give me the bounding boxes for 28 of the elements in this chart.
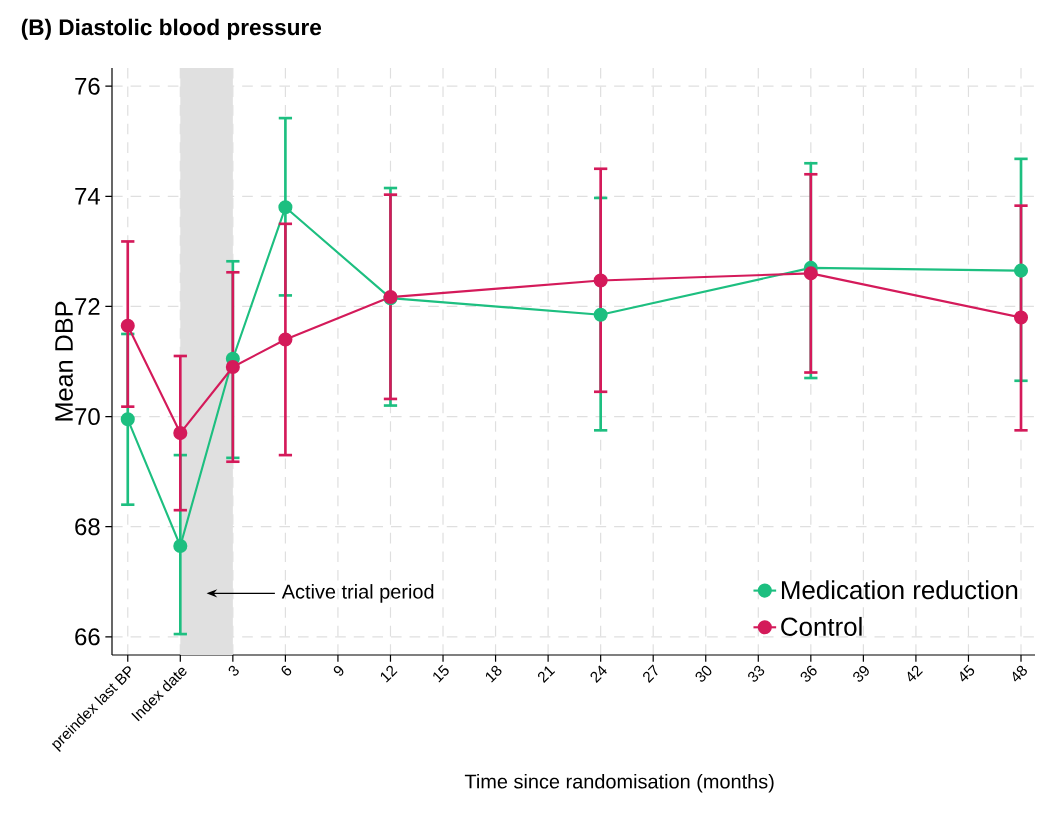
x-tick-label: 36 — [800, 665, 817, 682]
x-tick-label: 21 — [537, 666, 556, 683]
band-label: Active trial period — [281, 584, 434, 603]
y-tick-label: 66 — [75, 628, 100, 646]
x-tick-label: 12 — [380, 665, 398, 683]
y-tick-label: 70 — [75, 408, 100, 426]
x-tick-label: 9 — [333, 665, 344, 676]
x-tick-label: 33 — [748, 665, 765, 682]
x-tick-label: 48 — [1012, 665, 1027, 682]
x-tick-label: 3 — [228, 665, 239, 676]
x-tick-label: 42 — [907, 665, 923, 682]
x-axis-title: Time since randomisation (months) — [464, 773, 774, 793]
y-tick-label: 74 — [75, 188, 100, 205]
x-tick-label: 6 — [281, 665, 292, 676]
x-tick-label: 24 — [590, 665, 607, 683]
x-tick-label: 30 — [695, 665, 712, 682]
y-tick-label: 76 — [75, 77, 100, 95]
y-axis-title: Mean DBP — [55, 301, 73, 421]
x-tick-label: 15 — [433, 664, 449, 683]
legend-label: Control — [781, 616, 862, 636]
x-tick-label: 39 — [853, 665, 869, 682]
legend-label: Medication reduction — [781, 580, 1018, 600]
y-tick-label: 68 — [75, 518, 100, 536]
chart-title: (B) Diastolic blood pressure — [21, 18, 322, 40]
y-tick-label: 72 — [75, 298, 100, 315]
x-tick-label: 45 — [960, 664, 975, 682]
x-tick-label: 27 — [643, 664, 658, 683]
x-tick-label: 18 — [485, 665, 502, 683]
